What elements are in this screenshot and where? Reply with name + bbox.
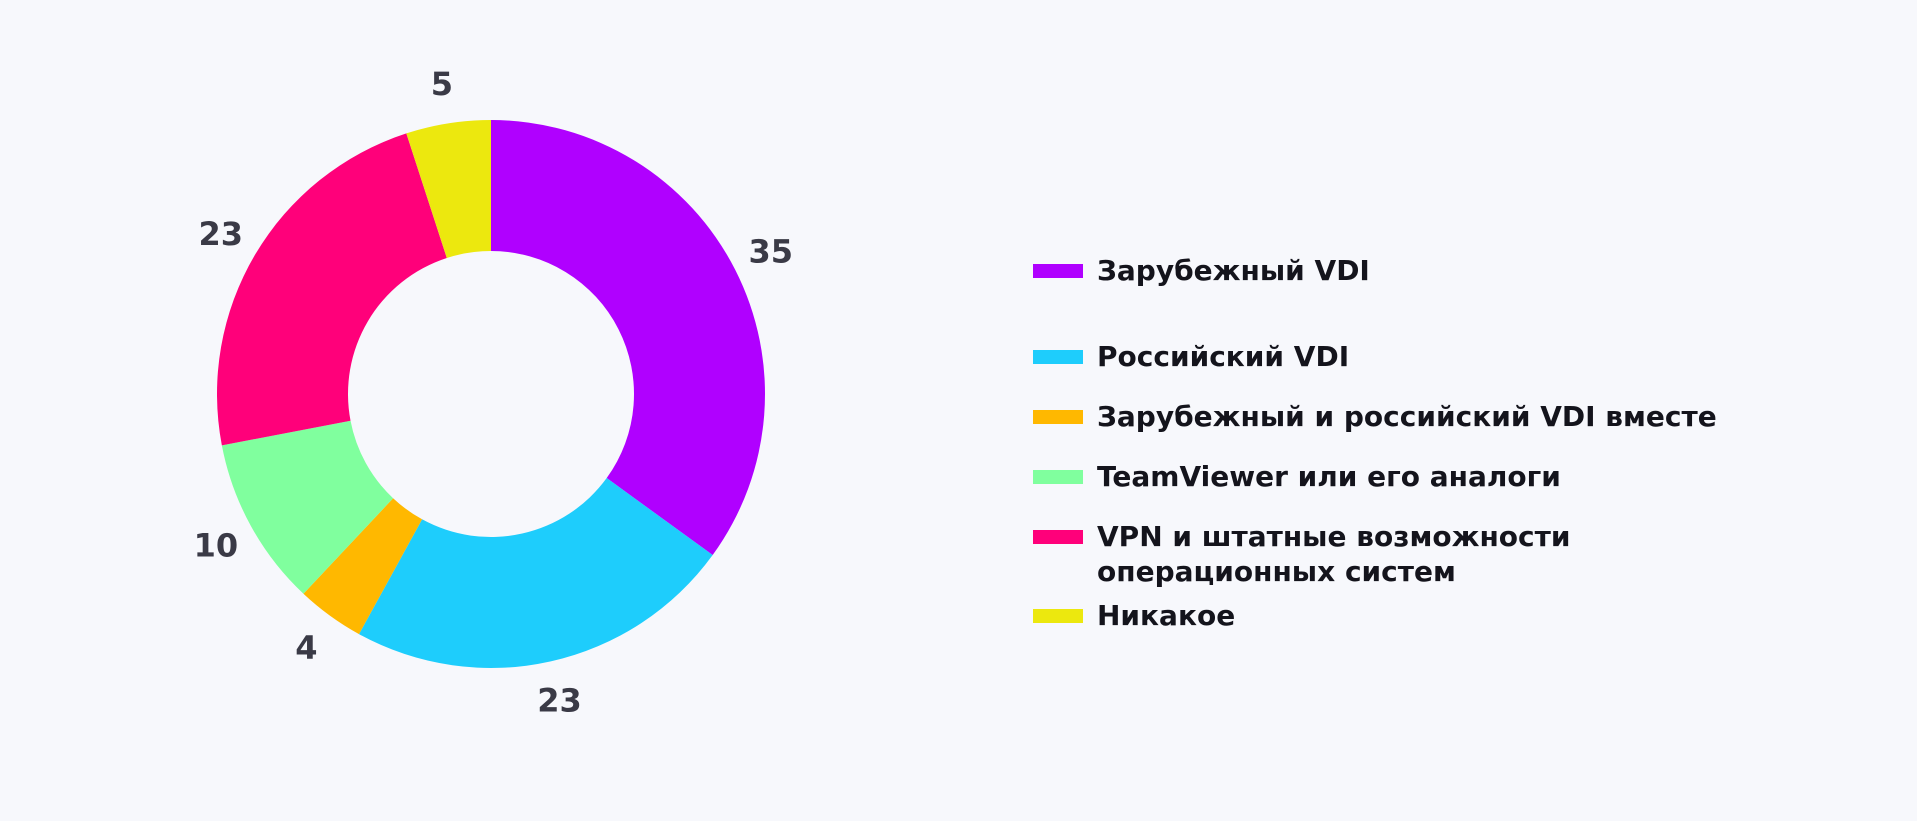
- slice-vpn: [216, 133, 447, 446]
- legend-item-foreign-vdi: Зарубежный VDI: [1033, 253, 1777, 288]
- legend-swatch: [1033, 470, 1083, 484]
- legend-item-foreign-and-russian-vdi: Зарубежный и российский VDI вместе: [1033, 399, 1777, 434]
- legend-label: Российский VDI: [1097, 340, 1350, 373]
- chart-legend: Зарубежный VDI Российский VDI Зарубежный…: [1033, 0, 1793, 821]
- legend-swatch: [1033, 609, 1083, 623]
- legend-item-none: Никакое: [1033, 598, 1777, 633]
- legend-label: Никакое: [1097, 599, 1236, 632]
- legend-item-vpn: VPN и штатные возможности операционных с…: [1033, 519, 1777, 589]
- legend-label: VPN и штатные возможности операционных с…: [1097, 520, 1571, 588]
- slice-foreign-vdi: [491, 120, 765, 556]
- donut-slices: [216, 120, 765, 668]
- value-label: 35: [749, 232, 794, 270]
- slice-none: [406, 120, 491, 258]
- legend-label: Зарубежный и российский VDI вместе: [1097, 400, 1717, 433]
- legend-item-teamviewer: TeamViewer или его аналоги: [1033, 459, 1777, 494]
- legend-swatch: [1033, 530, 1083, 544]
- slice-teamviewer: [221, 420, 394, 594]
- legend-swatch: [1033, 264, 1083, 278]
- value-label: 10: [194, 526, 239, 564]
- slice-foreign-and-russian-vdi: [303, 498, 423, 635]
- value-label: 23: [198, 215, 243, 253]
- donut-value-labels: 35 23 4 10 23 5: [194, 65, 793, 720]
- legend-swatch: [1033, 410, 1083, 424]
- legend-label: Зарубежный VDI: [1097, 254, 1370, 287]
- legend-label: TeamViewer или его аналоги: [1097, 460, 1561, 493]
- legend-item-russian-vdi: Российский VDI: [1033, 339, 1777, 374]
- slice-russian-vdi: [358, 478, 713, 668]
- value-label: 23: [537, 681, 582, 719]
- legend-swatch: [1033, 350, 1083, 364]
- value-label: 5: [431, 65, 453, 103]
- value-label: 4: [295, 629, 317, 667]
